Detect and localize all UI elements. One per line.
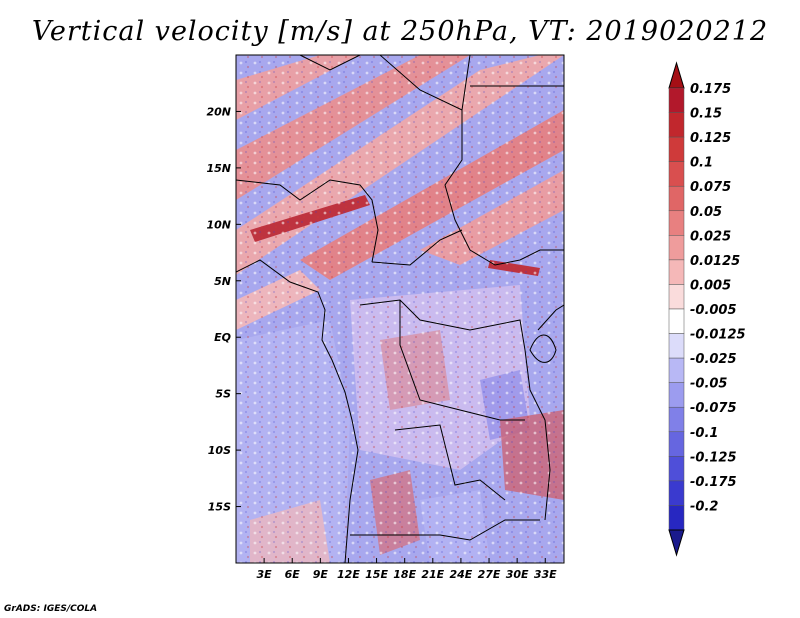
colorbar-box (668, 87, 685, 113)
colorbar-label: 0.175 (690, 82, 731, 97)
colorbar-label: -0.0125 (690, 328, 746, 343)
latitude-axis: 20N 15N 10N 5N EQ 5S 10S 15S (206, 105, 241, 514)
colorbar-label: -0.075 (690, 401, 737, 416)
lon-tick-label: 15E (365, 568, 388, 581)
colorbar-label: -0.025 (690, 352, 737, 367)
colorbar-top-arrow (668, 61, 685, 89)
colorbar-label: 0.1 (690, 156, 713, 171)
lon-tick-label: 18E (393, 568, 416, 581)
colorbar-box (668, 185, 685, 212)
colorbar-label: -0.05 (690, 377, 727, 392)
lon-tick-label: 30E (506, 568, 529, 581)
lon-tick-label: 21E (421, 568, 444, 581)
lon-tick-label: 24E (450, 568, 473, 581)
colorbar-label: 0.005 (690, 278, 731, 293)
colorbar-box (668, 382, 685, 408)
borders (236, 55, 564, 563)
velocity-field (236, 55, 564, 563)
colorbar-box (668, 505, 685, 531)
colorbar-label: -0.1 (690, 426, 718, 441)
grads-credit: GrADS: IGES/COLA (4, 604, 98, 614)
map-title: Vertical velocity [m/s] at 250hPa, VT: 2… (31, 16, 769, 47)
lat-tick-label: 15N (206, 162, 231, 175)
colorbar-labels: 0.175 0.15 0.125 0.1 0.075 0.05 0.025 0.0125 0.0… (690, 82, 746, 514)
longitude-axis: 3E 6E 9E 12E 15E 18E 21E 24E 27E 30E 33E (257, 558, 557, 581)
lon-tick-label: 33E (534, 568, 557, 581)
colorbar-box (668, 333, 685, 359)
map-frame (235, 54, 565, 564)
colorbar-label: -0.2 (690, 499, 718, 514)
lat-tick-label: 5N (214, 275, 231, 288)
lon-tick-label: 12E (337, 568, 360, 581)
colorbar-box (668, 357, 685, 383)
colorbar-label: -0.005 (690, 303, 737, 318)
lat-tick-label: 10N (206, 218, 231, 231)
colorbar-box (668, 112, 685, 138)
colorbar-box (668, 136, 685, 162)
colorbar-bottom-arrow (668, 529, 685, 557)
colorbar-label: -0.125 (690, 450, 737, 465)
colorbar-box (668, 284, 685, 310)
colorbar-label: 0.15 (690, 107, 722, 122)
lon-tick-label: 3E (257, 568, 273, 581)
colorbar-label: 0.0125 (690, 254, 740, 269)
lon-tick-label: 9E (313, 568, 329, 581)
lat-tick-label: 10S (208, 444, 231, 457)
colorbar-box (668, 210, 685, 236)
lat-tick-label: 15S (208, 501, 231, 514)
colorbar-box (668, 431, 685, 457)
lat-tick-label: 20N (206, 105, 231, 118)
colorbar-label: -0.175 (690, 475, 737, 490)
colorbar-box (668, 259, 685, 285)
colorbar-box (668, 406, 685, 433)
colorbar-box (668, 308, 685, 334)
colorbar-box (668, 161, 685, 187)
colorbar-label: 0.05 (690, 205, 722, 220)
colorbar-label: 0.125 (690, 131, 731, 146)
colorbar-label: 0.025 (690, 229, 731, 244)
colorbar-box (668, 235, 685, 261)
colorbar-boxes (668, 61, 685, 557)
lat-tick-label: 5S (215, 388, 231, 401)
colorbar-label: 0.075 (690, 180, 731, 195)
lon-tick-label: 6E (285, 568, 301, 581)
colorbar-box (668, 480, 685, 506)
lat-tick-label: EQ (214, 331, 231, 344)
colorbar-box (668, 456, 685, 482)
lon-tick-label: 27E (478, 568, 501, 581)
